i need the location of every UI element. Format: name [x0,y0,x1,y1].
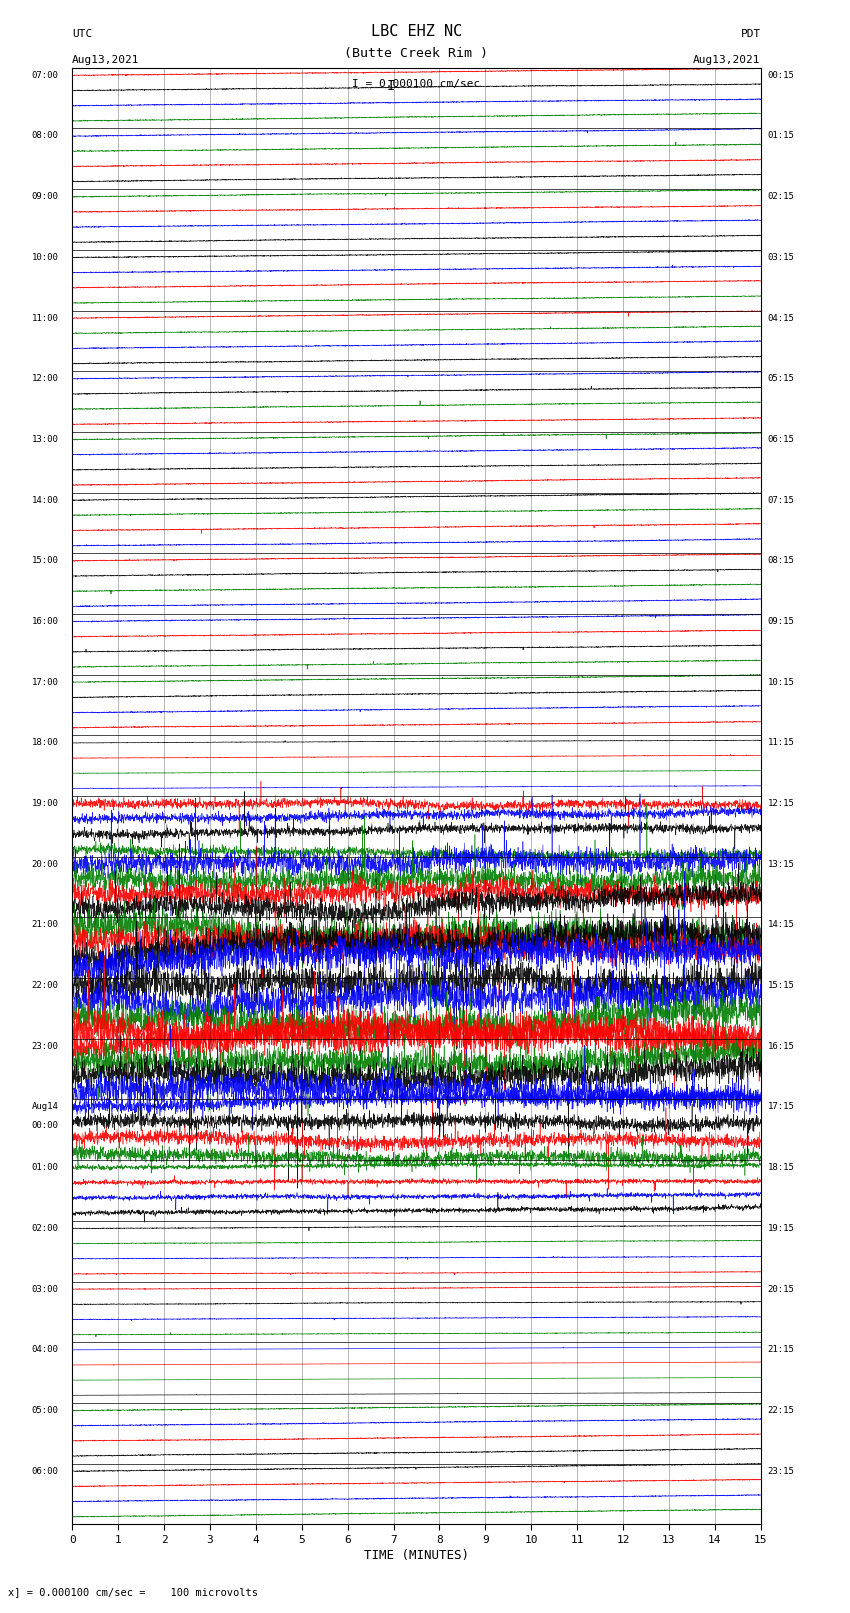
Text: 12:00: 12:00 [31,374,59,384]
Text: (Butte Creek Rim ): (Butte Creek Rim ) [344,47,489,60]
Text: 03:00: 03:00 [31,1284,59,1294]
Text: 18:00: 18:00 [31,739,59,747]
Text: 23:00: 23:00 [31,1042,59,1050]
Text: I: I [387,79,395,94]
Text: 03:15: 03:15 [768,253,795,261]
Text: 11:15: 11:15 [768,739,795,747]
Text: 21:00: 21:00 [31,921,59,929]
Text: 06:00: 06:00 [31,1466,59,1476]
Text: 22:00: 22:00 [31,981,59,990]
Text: 07:15: 07:15 [768,495,795,505]
Text: Aug13,2021: Aug13,2021 [72,55,139,65]
Text: 02:00: 02:00 [31,1224,59,1232]
Text: 13:00: 13:00 [31,436,59,444]
Text: 20:00: 20:00 [31,860,59,869]
Text: 17:15: 17:15 [768,1103,795,1111]
Text: 14:00: 14:00 [31,495,59,505]
Text: 09:00: 09:00 [31,192,59,202]
Text: UTC: UTC [72,29,93,39]
X-axis label: TIME (MINUTES): TIME (MINUTES) [364,1548,469,1561]
Text: 09:15: 09:15 [768,618,795,626]
Text: 15:00: 15:00 [31,556,59,565]
Text: 17:00: 17:00 [31,677,59,687]
Text: 16:00: 16:00 [31,618,59,626]
Text: 19:00: 19:00 [31,798,59,808]
Text: 14:15: 14:15 [768,921,795,929]
Text: 06:15: 06:15 [768,436,795,444]
Text: 08:15: 08:15 [768,556,795,565]
Text: 00:00: 00:00 [31,1121,59,1129]
Text: x] = 0.000100 cm/sec =    100 microvolts: x] = 0.000100 cm/sec = 100 microvolts [8,1587,258,1597]
Text: 02:15: 02:15 [768,192,795,202]
Text: 05:15: 05:15 [768,374,795,384]
Text: 04:00: 04:00 [31,1345,59,1355]
Text: Aug14: Aug14 [31,1103,59,1111]
Text: 00:15: 00:15 [768,71,795,79]
Text: LBC EHZ NC: LBC EHZ NC [371,24,462,39]
Text: PDT: PDT [740,29,761,39]
Text: 04:15: 04:15 [768,313,795,323]
Text: 22:15: 22:15 [768,1407,795,1415]
Text: 12:15: 12:15 [768,798,795,808]
Text: 19:15: 19:15 [768,1224,795,1232]
Text: 01:15: 01:15 [768,132,795,140]
Text: I = 0.000100 cm/sec: I = 0.000100 cm/sec [353,79,480,89]
Text: 08:00: 08:00 [31,132,59,140]
Text: 21:15: 21:15 [768,1345,795,1355]
Text: 10:00: 10:00 [31,253,59,261]
Text: 10:15: 10:15 [768,677,795,687]
Text: 05:00: 05:00 [31,1407,59,1415]
Text: 15:15: 15:15 [768,981,795,990]
Text: 16:15: 16:15 [768,1042,795,1050]
Text: 01:00: 01:00 [31,1163,59,1173]
Text: 18:15: 18:15 [768,1163,795,1173]
Text: 20:15: 20:15 [768,1284,795,1294]
Text: 07:00: 07:00 [31,71,59,79]
Text: 13:15: 13:15 [768,860,795,869]
Text: 23:15: 23:15 [768,1466,795,1476]
Text: Aug13,2021: Aug13,2021 [694,55,761,65]
Text: 11:00: 11:00 [31,313,59,323]
